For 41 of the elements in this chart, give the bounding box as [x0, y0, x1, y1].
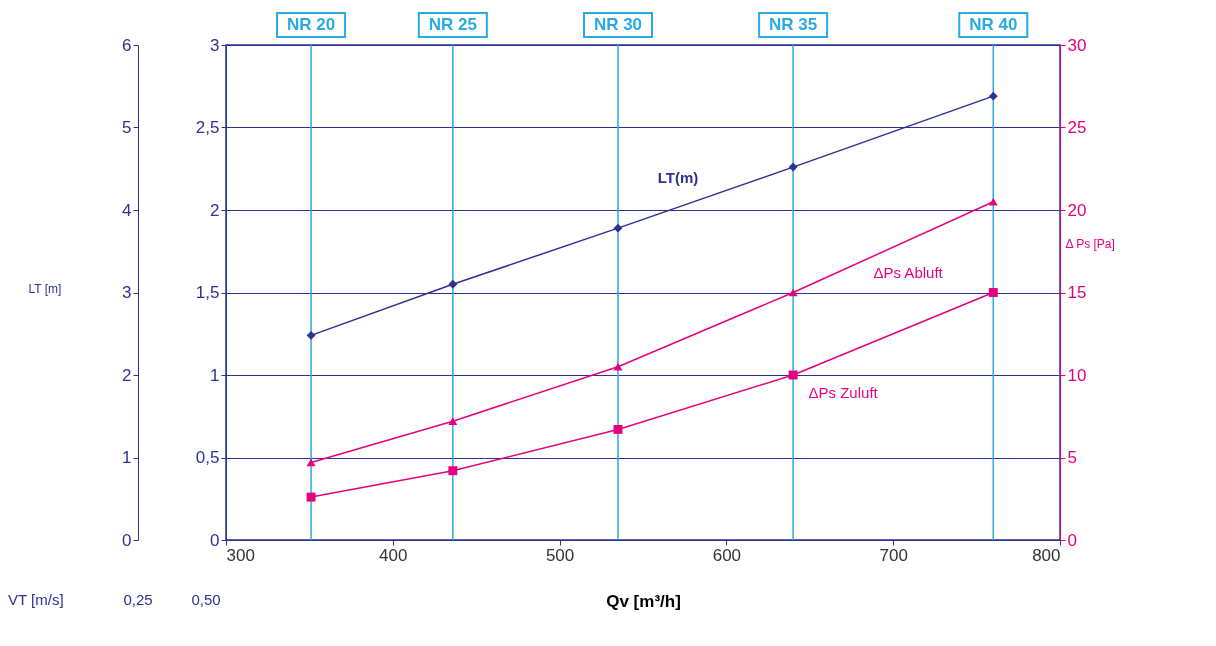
text: 0,50: [191, 591, 221, 608]
y-tick-label: 1,5: [195, 283, 220, 302]
y-tick-label: 0: [210, 530, 220, 550]
y-tick-label: 1: [210, 365, 220, 385]
y2-tick-label: 0: [1067, 530, 1077, 550]
y-tick-label: 2: [210, 200, 220, 220]
y-tick-label: 0,5: [195, 448, 220, 467]
y3-axis-title: LT [m]: [28, 281, 62, 296]
y3-tick-label: 3: [122, 283, 132, 302]
x-tick-label: 600: [712, 545, 742, 565]
y2-tick-label: 25: [1067, 118, 1087, 137]
y2-tick-label: 10: [1067, 365, 1087, 385]
text: VT [m/s]: [8, 591, 64, 608]
y2-tick-label: 20: [1067, 200, 1087, 220]
y3-tick-label: 0: [122, 530, 132, 550]
x-tick-label: 300: [226, 545, 255, 565]
y2-axis-title: Δ Ps [Pa]: [1065, 236, 1115, 251]
series-label: LT(m): [657, 169, 699, 187]
y3-tick-label: 1: [122, 448, 132, 467]
y2-tick-label: 30: [1067, 35, 1087, 55]
x-tick-label: 800: [1032, 545, 1061, 565]
y3-tick-label: 2: [122, 365, 132, 385]
x-tick-label: 400: [379, 545, 408, 565]
ref-line-label: NR 35: [769, 15, 818, 34]
ref-line-label: NR 40: [969, 15, 1018, 34]
y-tick-label: 3: [210, 35, 220, 55]
y-tick-label: 2,5: [195, 118, 220, 137]
x-axis-title: Qv [m³/h]: [606, 591, 681, 611]
y3-tick-label: 5: [122, 118, 132, 137]
x-tick-label: 500: [545, 545, 575, 565]
y2-tick-label: 5: [1067, 448, 1077, 467]
x-tick-label: 700: [879, 545, 908, 565]
text: 0,25: [123, 591, 153, 608]
y3-tick-label: 4: [122, 200, 132, 220]
y2-tick-label: 15: [1067, 283, 1087, 302]
ref-line-label: NR 20: [286, 15, 336, 34]
series-label: ΔPs Abluft: [873, 263, 944, 281]
series-label: ΔPs Zuluft: [808, 384, 879, 401]
y3-tick-label: 6: [122, 35, 132, 55]
ref-line-label: NR 25: [428, 15, 477, 34]
ref-line-label: NR 30: [593, 15, 643, 34]
